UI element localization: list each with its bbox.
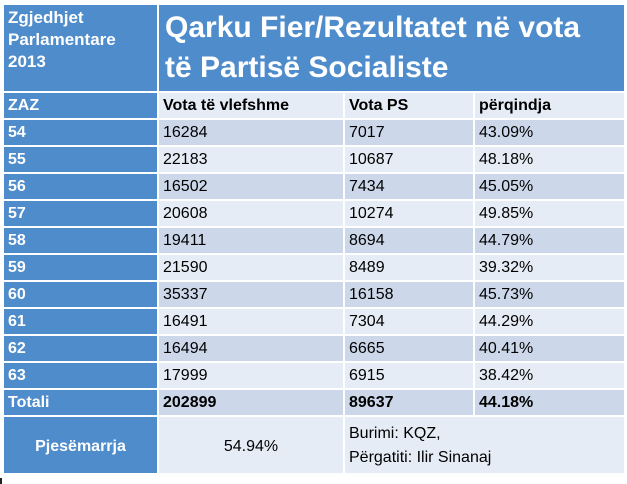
zaz-number: 61 [2, 307, 159, 336]
ps-votes: 6915 [343, 361, 475, 390]
turnout-value: 54.94% [157, 415, 345, 475]
zaz-number: 55 [2, 145, 159, 174]
ps-votes: 7434 [343, 172, 475, 201]
valid-votes: 16284 [157, 118, 345, 147]
table-row: 60 35337 16158 45.73% [2, 280, 627, 309]
table-row: 54 16284 7017 43.09% [2, 118, 627, 147]
ps-votes: 16158 [343, 280, 475, 309]
column-header-ps-votes: Vota PS [343, 91, 475, 120]
footer-row: Pjesëmarrja 54.94% Burimi: KQZ, Përgatit… [2, 415, 627, 475]
percentage: 38.42% [472, 361, 627, 390]
ps-votes: 7017 [343, 118, 475, 147]
zaz-number: 60 [2, 280, 159, 309]
ps-votes: 6665 [343, 334, 475, 363]
page-title: Qarku Fier/Rezultatet në vota të Partisë… [156, 3, 627, 93]
table-row: 61 16491 7304 44.29% [2, 307, 627, 336]
zaz-number: 58 [2, 226, 159, 255]
percentage: 48.18% [472, 145, 627, 174]
results-table: Zgjedhjet Parlamentare 2013 Qarku Fier/R… [2, 3, 627, 475]
zaz-number: 63 [2, 361, 159, 390]
table-row: 56 16502 7434 45.05% [2, 172, 627, 201]
table-row: 55 22183 10687 48.18% [2, 145, 627, 174]
valid-votes: 16494 [157, 334, 345, 363]
ps-votes: 8694 [343, 226, 475, 255]
election-label-line: 2013 [8, 52, 46, 71]
header-row: Zgjedhjet Parlamentare 2013 Qarku Fier/R… [2, 3, 627, 93]
zaz-number: 56 [2, 172, 159, 201]
turnout-label: Pjesëmarrja [2, 415, 159, 475]
column-header-valid-votes: Vota të vlefshme [157, 91, 345, 120]
source-note: Burimi: KQZ, Përgatiti: Ilir Sinanaj [342, 415, 627, 475]
percentage: 39.32% [472, 253, 627, 282]
total-percentage: 44.18% [472, 388, 627, 417]
percentage: 45.05% [472, 172, 627, 201]
total-label: Totali [2, 388, 159, 417]
table-row: 63 17999 6915 38.42% [2, 361, 627, 390]
table-row: 58 19411 8694 44.79% [2, 226, 627, 255]
author-line: Përgatiti: Ilir Sinanaj [349, 448, 492, 466]
ps-votes: 10687 [343, 145, 475, 174]
valid-votes: 35337 [157, 280, 345, 309]
ps-votes: 8489 [343, 253, 475, 282]
election-label: Zgjedhjet Parlamentare 2013 [2, 3, 159, 93]
valid-votes: 19411 [157, 226, 345, 255]
valid-votes: 22183 [157, 145, 345, 174]
valid-votes: 17999 [157, 361, 345, 390]
valid-votes: 20608 [157, 199, 345, 228]
valid-votes: 16491 [157, 307, 345, 336]
title-line: të Partisë Socialiste [165, 51, 449, 84]
zaz-number: 59 [2, 253, 159, 282]
table-row: 62 16494 6665 40.41% [2, 334, 627, 363]
valid-votes: 16502 [157, 172, 345, 201]
percentage: 43.09% [472, 118, 627, 147]
zaz-number: 54 [2, 118, 159, 147]
results-table-container: Zgjedhjet Parlamentare 2013 Qarku Fier/R… [2, 3, 627, 481]
ps-votes: 7304 [343, 307, 475, 336]
left-edge-mark [0, 478, 2, 484]
valid-votes: 21590 [157, 253, 345, 282]
table-row: 59 21590 8489 39.32% [2, 253, 627, 282]
table-row: 57 20608 10274 49.85% [2, 199, 627, 228]
source-line: Burimi: KQZ, [349, 424, 441, 442]
percentage: 45.73% [472, 280, 627, 309]
column-header-row: ZAZ Vota të vlefshme Vota PS përqindja [2, 91, 627, 120]
zaz-number: 57 [2, 199, 159, 228]
percentage: 49.85% [472, 199, 627, 228]
ps-votes: 10274 [343, 199, 475, 228]
column-header-zaz: ZAZ [2, 91, 159, 120]
total-valid-votes: 202899 [157, 388, 345, 417]
percentage: 44.29% [472, 307, 627, 336]
percentage: 40.41% [472, 334, 627, 363]
title-line: Qarku Fier/Rezultatet në vota [165, 11, 581, 44]
column-header-percentage: përqindja [472, 91, 627, 120]
total-ps-votes: 89637 [343, 388, 475, 417]
election-label-line: Parlamentare [8, 30, 116, 49]
percentage: 44.79% [472, 226, 627, 255]
zaz-number: 62 [2, 334, 159, 363]
election-label-line: Zgjedhjet [8, 8, 84, 27]
total-row: Totali 202899 89637 44.18% [2, 388, 627, 417]
